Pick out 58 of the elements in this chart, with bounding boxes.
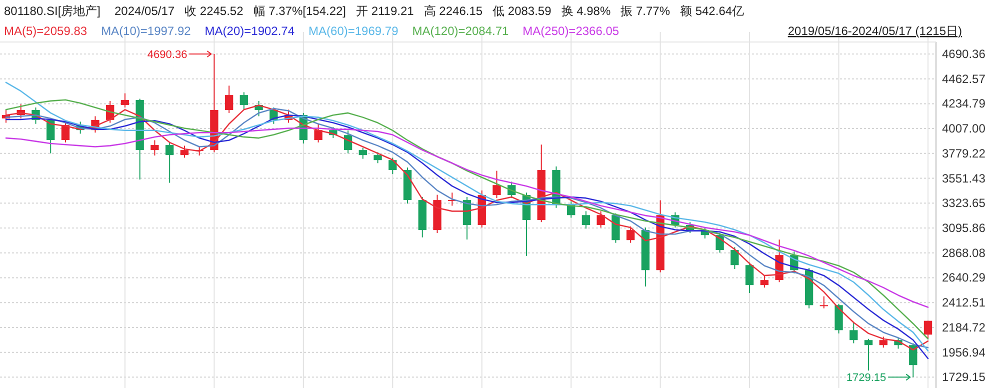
candlestick [374,152,382,164]
candlestick [924,320,932,339]
candlestick [745,262,754,294]
candlestick [850,322,858,344]
candlestick [879,336,888,348]
y-tick-label: 2412.51 [942,296,986,310]
candlestick [760,275,769,288]
text: MA(10)=1997.92 [101,24,192,38]
y-tick-label: 3551.43 [942,171,986,186]
y-tick-label: 2868.08 [942,246,986,260]
annotation: 1729.15 [846,372,886,384]
chart-title: 801180.SI[房地产] [4,4,100,18]
candlestick [150,140,159,156]
text: 低 2083.59 [492,4,552,18]
candlestick [180,145,189,158]
candlestick [864,338,873,372]
candlestick [120,92,130,108]
candlestick [909,342,918,378]
note: 1729.15 [846,372,911,384]
y-tick-label: 3323.65 [942,196,986,210]
y-tick-label: 3095.86 [942,221,986,236]
text: 收 2245.52 [184,4,244,18]
text: 幅 7.37%[154.22] [253,4,346,18]
y-tick-label: 4007.00 [942,122,986,136]
y-tick-label: 2640.29 [942,270,986,285]
text: MA(250)=2366.05 [522,24,620,38]
text: 振 7.77% [620,4,670,18]
y-tick-label: 2184.72 [942,320,986,334]
y-tick-label: 1956.94 [942,345,986,360]
candlestick [224,85,234,114]
candlestick [165,142,174,184]
y-tick-label: 4690.36 [942,46,986,61]
candlestick [314,123,322,143]
y-tick-label: 4234.79 [942,96,986,111]
text: 2024/05/17 [114,4,175,18]
candlestick [626,226,635,244]
chart-subtitle: 2019/05/16-2024/05/17 (1215日) [788,24,962,38]
line-series [5,128,929,308]
y-tick-label: 4462.57 [942,72,986,86]
candlestick [820,296,828,309]
candlestick [596,210,605,228]
annotation: 4690.36 [147,48,188,61]
text: 高 2246.15 [424,4,483,18]
candlestick [492,170,501,199]
candlestick [730,246,739,270]
y-tick-label: 1729.15 [942,370,986,384]
note: 4690.36 [147,48,212,61]
text: 换 4.98% [561,4,611,18]
candlestick [582,210,590,230]
text: 额 542.64亿 [680,4,744,18]
y-tick-label: 3779.22 [942,146,986,160]
text: MA(5)=2059.83 [4,24,88,38]
text: 开 2119.21 [356,4,414,18]
text: MA(20)=1902.74 [204,24,295,38]
candlestick [358,147,367,160]
text: MA(60)=1969.79 [308,24,399,38]
text: MA(120)=2084.71 [412,24,509,38]
candlestick [240,92,248,110]
